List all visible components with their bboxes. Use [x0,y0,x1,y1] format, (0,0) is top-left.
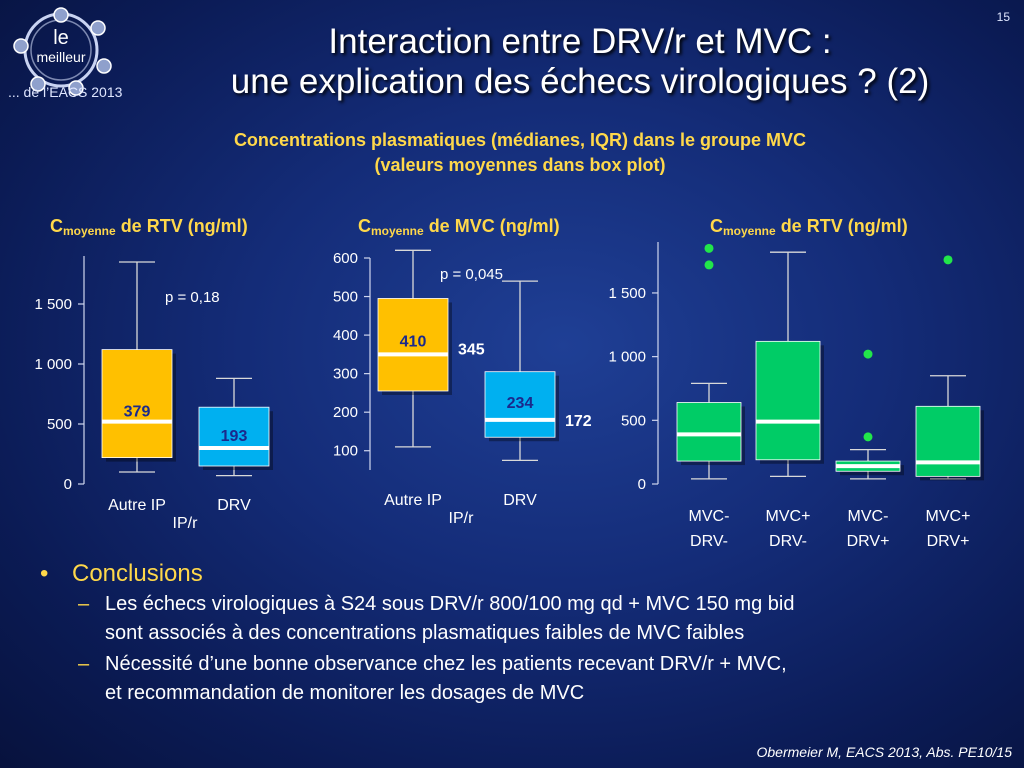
chart-1-mean-label: 193 [221,428,248,445]
chart-2-title: Cmoyenne de MVC (ng/ml) [358,216,560,238]
conclusions-heading-text: Conclusions [72,560,203,587]
conclusion-item-2-line-1: Nécessité d’une bonne observance chez le… [105,653,787,675]
conclusions: • Conclusions – Les échecs virologiques … [40,560,1000,708]
chart-1-box [198,406,270,467]
chart-2-tick-label: 200 [333,404,358,421]
chart-1-title-sub: moyenne [63,224,116,238]
chart-3-outlier-point [863,432,873,442]
chart-2-box [377,298,449,392]
chart-3-tick-label: 1 500 [608,285,646,302]
chart-2-category-label: Autre IP [384,492,442,509]
chart-3-category-label-2: DRV- [769,533,807,550]
chart-1-tick-label: 0 [64,476,72,493]
title-line-1: Interaction entre DRV/r et MVC : [328,22,832,61]
chart-2-category-label: DRV [503,492,537,509]
chart-2-tick-label: 500 [333,289,358,306]
chart-2-tick-label: 400 [333,327,358,344]
dash-icon: – [78,653,90,675]
chart-1-title-prefix: C [50,216,63,236]
chart-3-box [915,405,981,477]
chart-3-tick-label: 500 [621,412,646,429]
chart-2-title-sub: moyenne [371,224,424,238]
dash-icon: – [78,593,90,615]
chart-3-tick-label: 0 [638,476,646,493]
slide-subtitle: Concentrations plasmatiques (médianes, I… [100,128,940,178]
chart-2-title-prefix: C [358,216,371,236]
chart-1-title-suffix: de RTV (ng/ml) [115,216,248,236]
chart-3-title-sub: moyenne [723,224,776,238]
chart-2-tick-label: 600 [333,250,358,267]
chart-1-mean-label: 379 [124,404,151,421]
chart-2-tick-label: 100 [333,443,358,460]
chart-2-title-suffix: de MVC (ng/ml) [423,216,560,236]
chart-2-category-label-2: IP/r [449,510,475,527]
chart-1-category-label: DRV [217,497,251,514]
chart-1-tick-label: 1 000 [34,356,72,373]
page-number: 15 [996,10,1010,24]
charts-canvas: 0 500 1 000 1 500 p = 0,18 379 Autre IP IP/r 193… [34,242,984,550]
chart-2-median-value-label: 345 [458,341,485,358]
chart-2-median-value-label: 172 [565,413,592,430]
chart-3-outlier-point [943,255,953,265]
chart-1-category-label-2: IP/r [173,515,199,532]
chart-3-tick-label: 1 000 [608,349,646,366]
chart-3-category-label: MVC+ [766,508,811,525]
conclusions-heading: • Conclusions [40,560,1000,588]
logo-le: le [53,27,69,49]
bullet-icon: • [40,560,49,587]
chart-2-mean-label: 410 [400,333,427,350]
chart-3-category-label: MVC+ [926,508,971,525]
chart-3-category-label-2: DRV- [690,533,728,550]
conclusion-item-2: – Nécessité d’une bonne observance chez … [40,650,1000,708]
chart-2-tick-label: 300 [333,366,358,383]
chart-2-p-value: p = 0,045 [440,266,503,283]
title-line-2: une explication des échecs virologiques … [230,62,930,101]
logo: le meilleur [6,6,146,106]
logo-graphic: le meilleur [13,7,112,96]
conclusion-item-1: – Les échecs virologiques à S24 sous DRV… [40,590,1000,648]
chart-1-tick-label: 1 500 [34,296,72,313]
chart-3-title: Cmoyenne de RTV (ng/ml) [710,216,908,238]
chart-3-title-prefix: C [710,216,723,236]
slide-title: Interaction entre DRV/r et MVC : une exp… [150,22,1010,102]
chart-3-box [755,340,821,461]
chart-1-tick-label: 500 [47,416,72,433]
subtitle-line-1: Concentrations plasmatiques (médianes, I… [233,130,807,150]
chart-3-box [676,402,742,462]
conclusion-item-2-line-2: et recommandation de monitorer les dosag… [105,682,585,704]
chart-1-category-label: Autre IP [108,497,166,514]
chart-1-p-value: p = 0,18 [165,289,220,306]
chart-3-title-suffix: de RTV (ng/ml) [775,216,908,236]
chart-3-outlier-point [863,349,873,359]
chart-1-box [101,349,173,459]
chart-3-category-label: MVC- [848,508,889,525]
logo-meilleur: meilleur [36,49,85,65]
chart-2-box [484,371,556,438]
chart-1-title: Cmoyenne de RTV (ng/ml) [50,216,248,238]
subtitle-line-2: (valeurs moyennes dans box plot) [374,155,666,175]
chart-3-category-label: MVC- [689,508,730,525]
citation: Obermeier M, EACS 2013, Abs. PE10/15 [756,744,1013,760]
conclusion-item-1-line-1: Les échecs virologiques à S24 sous DRV/r… [105,593,795,615]
conclusion-item-1-line-2: sont associés à des concentrations plasm… [105,622,745,644]
logo-tagline: ... de l’EACS 2013 [8,84,123,100]
chart-3-category-label-2: DRV+ [927,533,970,550]
chart-2-mean-label: 234 [507,395,534,412]
chart-3-category-label-2: DRV+ [847,533,890,550]
chart-3-outlier-point [704,260,714,270]
chart-3-outlier-point [704,243,714,253]
